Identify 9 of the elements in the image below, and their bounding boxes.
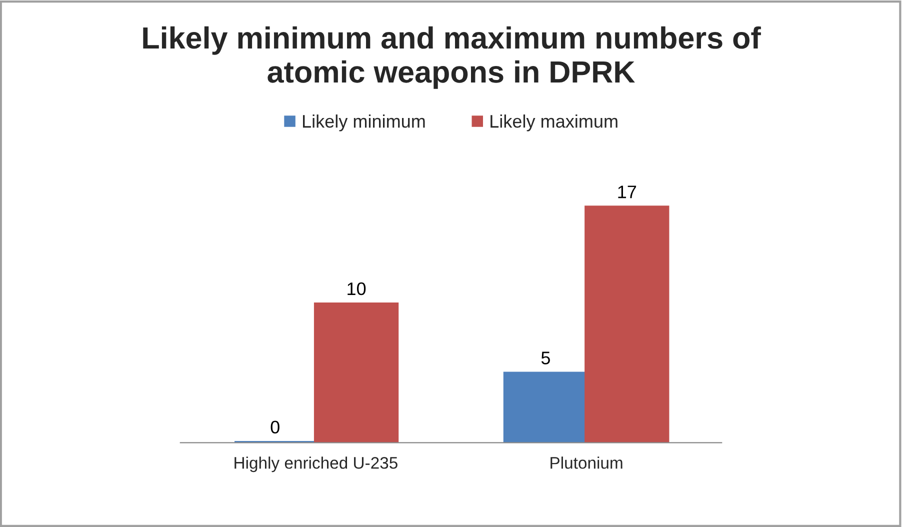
data-label: 0 xyxy=(270,420,280,434)
legend-label: Likely maximum xyxy=(490,114,618,132)
data-label: 17 xyxy=(618,186,636,198)
data-label: 5 xyxy=(541,352,550,364)
x-tick-label: Highly enriched U-235 xyxy=(234,456,398,472)
data-label: 10 xyxy=(348,282,366,296)
x-tick-label: Plutonium xyxy=(550,456,622,469)
chart-title: Likely minimum and maximum numbers of atomic weapons in DPRK xyxy=(143,26,761,89)
legend-label: Likely minimum xyxy=(303,114,425,132)
